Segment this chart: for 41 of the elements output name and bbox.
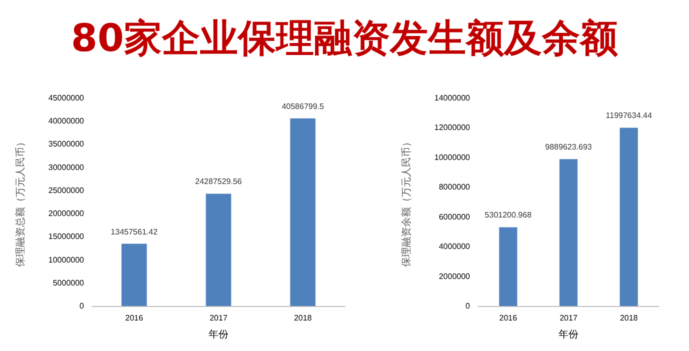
data-label: 40586799.5 [282,102,325,111]
y-tick-label: 14000000 [434,94,471,102]
bar [499,227,518,306]
x-tick-label: 2017 [560,314,578,322]
y-tick-label: 20000000 [48,209,85,218]
data-label: 11997634.44 [606,111,652,120]
data-label: 24287529.56 [195,177,242,186]
y-tick-label: 6000000 [438,212,471,222]
y-tick-label: 10000000 [48,255,85,264]
y-tick-label: 0 [80,302,85,310]
data-label: 9889623.693 [545,142,592,152]
y-tick-label: 40000000 [48,116,85,126]
x-tick-label: 2018 [620,314,638,322]
y-tick-label: 10000000 [434,152,471,162]
data-label: 5301200.968 [484,210,532,220]
y-axis-title: 保理融资余额（万元人民币） [400,137,412,267]
y-tick-label: 5000000 [52,278,85,288]
y-tick-label: 45000000 [48,94,85,102]
bar [122,244,147,306]
y-tick-label: 2000000 [438,272,471,281]
y-tick-label: 30000000 [48,162,85,172]
chart-title: 80家企业保理融资发生额及余额 [70,15,619,62]
x-axis-title: 年份 [558,328,578,340]
data-label: 13457561.42 [110,227,158,236]
bar [620,128,638,306]
x-tick-label: 2016 [499,314,518,322]
y-tick-label: 12000000 [434,123,471,132]
y-tick-label: 0 [466,302,471,310]
y-tick-label: 8000000 [438,182,471,192]
y-axis-title: 保理融资总额（万元人民币） [14,137,26,267]
bar [559,159,578,306]
y-tick-label: 4000000 [438,242,471,252]
x-tick-label: 2017 [210,314,228,322]
bar [290,118,316,306]
x-tick-label: 2018 [294,314,312,322]
y-tick-label: 35000000 [48,140,85,149]
y-tick-label: 15000000 [48,232,85,242]
y-tick-label: 25000000 [48,186,85,195]
x-axis-title: 年份 [208,328,228,340]
bar [206,194,232,306]
x-tick-label: 2016 [125,314,144,322]
